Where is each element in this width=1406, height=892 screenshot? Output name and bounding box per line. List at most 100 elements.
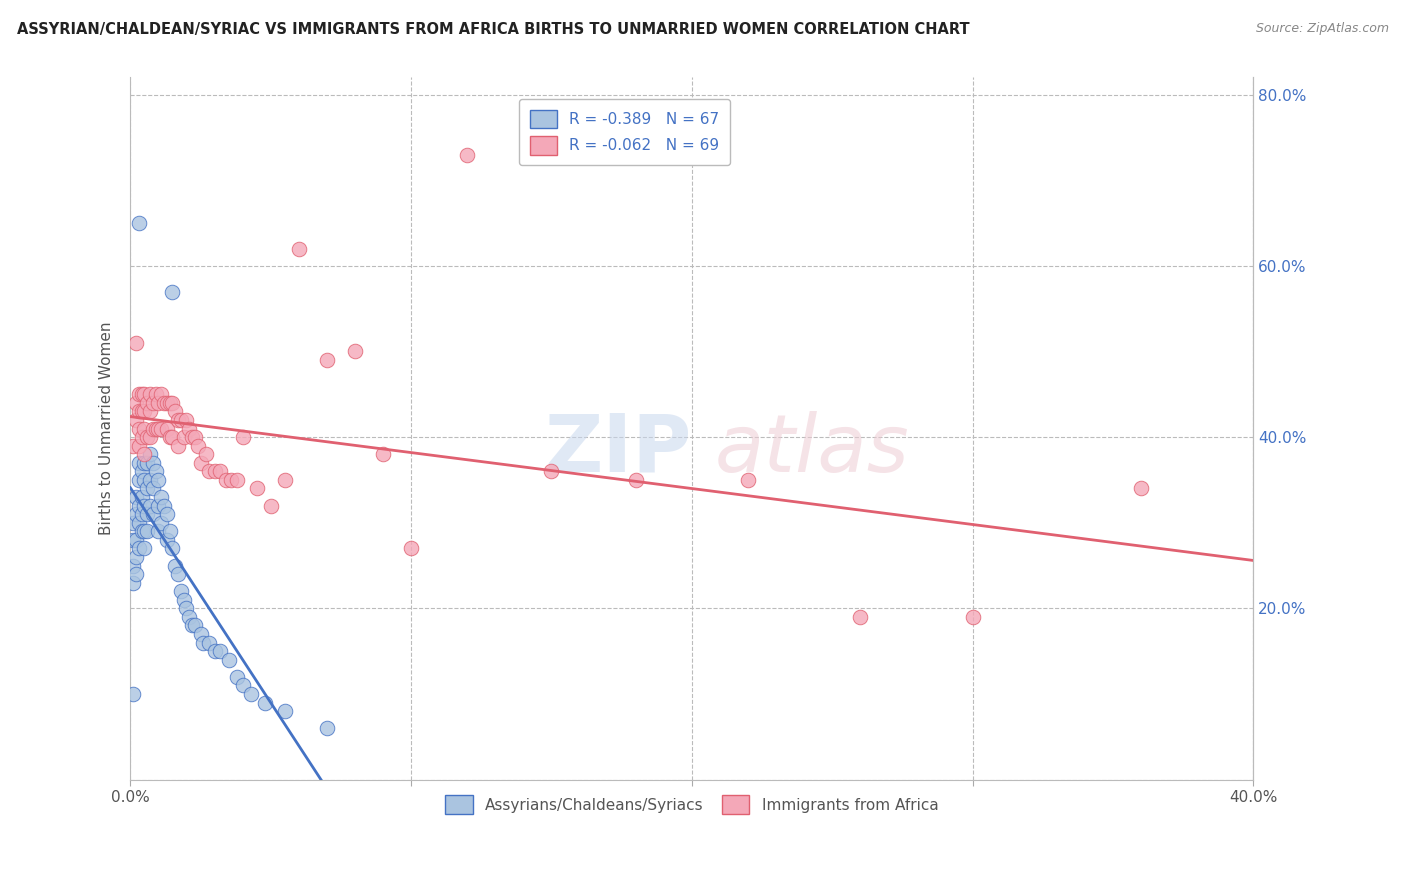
Point (139, 404, 162, 418)
Point (246, 482, 269, 496)
Point (128, 499, 150, 513)
Point (148, 524, 170, 539)
Point (456, 147, 478, 161)
Point (156, 507, 179, 521)
Point (134, 541, 156, 556)
Point (134, 456, 156, 470)
Point (162, 430, 184, 444)
Point (181, 618, 204, 632)
Point (125, 507, 148, 521)
Point (179, 421, 201, 435)
Point (128, 404, 150, 418)
Point (540, 464, 562, 478)
Point (136, 430, 159, 444)
Point (159, 430, 181, 444)
Point (145, 464, 167, 478)
Point (134, 447, 156, 461)
Point (226, 670, 249, 684)
Point (287, 242, 309, 256)
Point (198, 635, 221, 649)
Point (148, 473, 170, 487)
Point (162, 541, 184, 556)
Point (150, 516, 173, 530)
Point (142, 507, 165, 521)
Point (193, 635, 215, 649)
Point (136, 524, 159, 539)
Point (184, 618, 207, 632)
Point (139, 447, 162, 461)
Point (128, 439, 150, 453)
Point (221, 473, 243, 487)
Point (139, 499, 162, 513)
Point (624, 473, 647, 487)
Point (1130, 482, 1153, 496)
Point (136, 456, 159, 470)
Point (204, 464, 226, 478)
Point (165, 404, 187, 418)
Point (962, 610, 984, 624)
Point (371, 447, 394, 461)
Point (204, 644, 226, 658)
Point (226, 473, 249, 487)
Point (142, 482, 165, 496)
Point (167, 567, 190, 582)
Point (150, 387, 173, 401)
Point (159, 396, 181, 410)
Point (181, 430, 204, 444)
Point (150, 421, 173, 435)
Point (148, 421, 170, 435)
Point (156, 533, 179, 547)
Point (849, 610, 872, 624)
Point (139, 473, 162, 487)
Point (315, 353, 337, 368)
Point (260, 499, 283, 513)
Point (136, 507, 159, 521)
Point (167, 439, 190, 453)
Point (134, 387, 156, 401)
Point (122, 533, 145, 547)
Point (159, 524, 181, 539)
Point (128, 456, 150, 470)
Point (134, 404, 156, 418)
Point (139, 387, 162, 401)
Point (131, 430, 153, 444)
Point (131, 490, 153, 504)
Point (122, 516, 145, 530)
Point (128, 541, 150, 556)
Point (218, 653, 240, 667)
Point (125, 335, 148, 350)
Point (274, 473, 297, 487)
Point (179, 610, 201, 624)
Point (162, 396, 184, 410)
Point (131, 464, 153, 478)
Point (209, 644, 232, 658)
Point (128, 216, 150, 230)
Point (153, 499, 176, 513)
Point (142, 456, 165, 470)
Point (198, 464, 221, 478)
Point (170, 413, 193, 427)
Y-axis label: Births to Unmarried Women: Births to Unmarried Women (100, 322, 114, 535)
Point (150, 490, 173, 504)
Point (315, 721, 337, 735)
Text: ASSYRIAN/CHALDEAN/SYRIAC VS IMMIGRANTS FROM AFRICA BIRTHS TO UNMARRIED WOMEN COR: ASSYRIAN/CHALDEAN/SYRIAC VS IMMIGRANTS F… (17, 22, 970, 37)
Point (125, 396, 148, 410)
Point (125, 567, 148, 582)
Point (131, 404, 153, 418)
Point (134, 473, 156, 487)
Point (170, 584, 193, 599)
Point (128, 387, 150, 401)
Point (215, 473, 238, 487)
Point (148, 499, 170, 513)
Point (232, 430, 254, 444)
Point (131, 387, 153, 401)
Text: Source: ZipAtlas.com: Source: ZipAtlas.com (1256, 22, 1389, 36)
Point (136, 482, 159, 496)
Point (156, 421, 179, 435)
Point (131, 524, 153, 539)
Text: atlas: atlas (714, 410, 910, 489)
Point (156, 396, 179, 410)
Point (122, 439, 145, 453)
Point (134, 499, 156, 513)
Point (142, 421, 165, 435)
